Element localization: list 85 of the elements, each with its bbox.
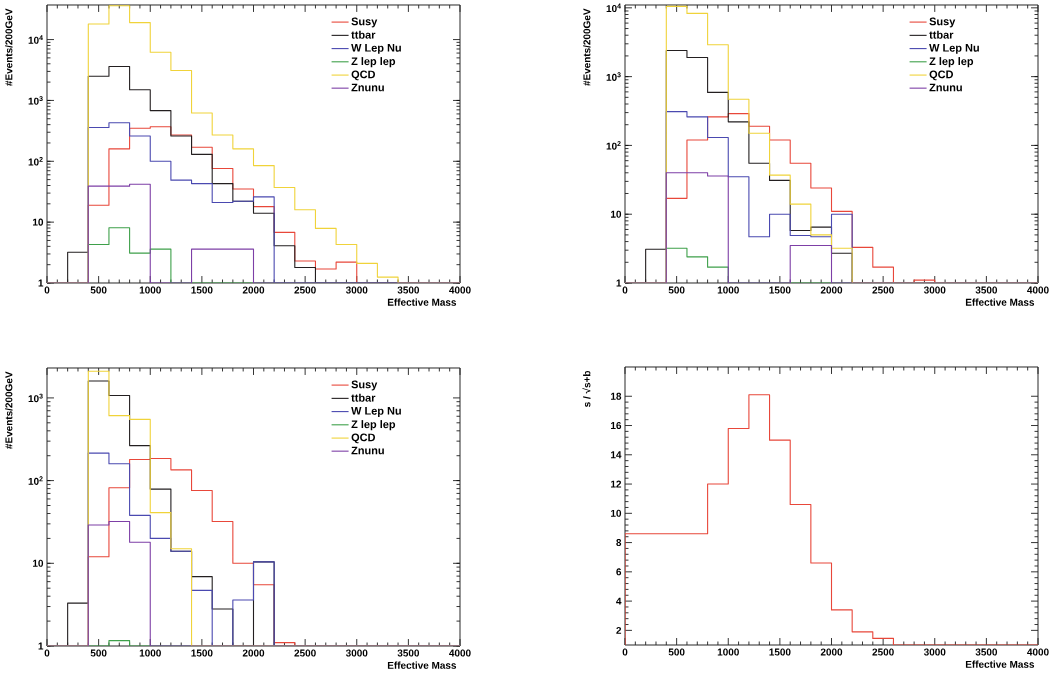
- y-tick-label: 10: [611, 210, 622, 218]
- x-tick-label: 3500: [975, 648, 998, 656]
- legend-label: Z lep lep: [351, 420, 396, 431]
- x-tick-label: 4000: [1027, 286, 1049, 294]
- y-tick-label: 10$^{3}$: [28, 393, 43, 403]
- legend-label: QCD: [929, 70, 954, 81]
- y-tick-label: 18: [611, 392, 622, 400]
- x-tick-label: 1000: [139, 649, 161, 657]
- legend-label: Susy: [929, 17, 956, 28]
- legend-label: W Lep Nu: [351, 407, 401, 417]
- x-tick-label: 2500: [294, 286, 316, 294]
- x-tick-label: 1000: [717, 286, 739, 294]
- y-axis-title: s / √s+b: [582, 370, 591, 407]
- x-tick-label: 1000: [717, 648, 739, 656]
- x-tick-label: 0: [622, 286, 628, 294]
- x-tick-label: 500: [668, 286, 685, 294]
- x-tick-label: 3000: [345, 286, 368, 294]
- legend-label: Z lep lep: [929, 57, 974, 68]
- x-tick-label: 3000: [345, 649, 368, 657]
- x-tick-label: 4000: [1027, 648, 1049, 656]
- y-tick-label: 10$^{2}$: [28, 476, 43, 485]
- x-tick-label: 1500: [769, 648, 791, 656]
- legend-label: Znunu: [351, 83, 384, 92]
- y-tick-label: 10$^{4}$: [606, 3, 621, 13]
- y-tick-label: 10: [33, 559, 44, 567]
- y-tick-label: 2: [616, 626, 622, 634]
- x-tick-label: 3500: [397, 286, 420, 294]
- y-tick-label: 6: [616, 568, 622, 576]
- x-tick-label: 2000: [242, 649, 265, 657]
- x-tick-label: 500: [668, 648, 685, 656]
- x-tick-label: 2000: [242, 286, 265, 294]
- legend-label: ttbar: [929, 30, 954, 39]
- y-tick-label: 4: [616, 597, 622, 605]
- legend-label: ttbar: [351, 393, 376, 402]
- x-tick-label: 1500: [191, 286, 213, 294]
- y-tick-label: 8: [616, 539, 622, 547]
- x-tick-label: 2500: [872, 286, 894, 294]
- y-tick-label: 10$^{3}$: [606, 72, 621, 81]
- y-axis-title: #Events/200GeV: [5, 371, 13, 449]
- y-tick-label: 10$^{2}$: [28, 157, 43, 166]
- y-tick-label: 10$^{2}$: [606, 141, 621, 150]
- x-axis-title: Effective Mass: [965, 660, 1035, 668]
- x-tick-label: 4000: [449, 286, 471, 294]
- x-tick-label: 3500: [397, 649, 420, 657]
- x-tick-label: 3000: [923, 286, 946, 294]
- legend-label: Susy: [351, 17, 378, 28]
- x-tick-label: 2500: [872, 648, 894, 656]
- legend-label: Z lep lep: [351, 57, 396, 68]
- x-tick-label: 0: [622, 648, 628, 656]
- y-tick-label: 10$^{4}$: [28, 35, 43, 44]
- x-tick-label: 1000: [139, 286, 161, 294]
- x-axis-title: Effective Mass: [387, 661, 457, 669]
- x-axis-title: Effective Mass: [965, 298, 1035, 306]
- legend-label: W Lep Nu: [929, 44, 979, 54]
- x-tick-label: 1500: [191, 649, 213, 657]
- x-tick-label: 2000: [820, 286, 843, 294]
- legend-label: ttbar: [351, 30, 376, 39]
- y-tick-label: 10$^{3}$: [28, 96, 43, 105]
- y-tick-label: 10: [33, 218, 44, 226]
- y-tick-label: 1: [38, 642, 44, 650]
- y-tick-label: 1: [38, 279, 44, 287]
- x-tick-label: 3500: [975, 286, 998, 294]
- x-tick-label: 1500: [769, 286, 791, 294]
- y-tick-label: 14: [611, 451, 622, 459]
- legend-label: Znunu: [929, 83, 962, 92]
- x-tick-label: 4000: [449, 649, 471, 657]
- x-tick-label: 0: [44, 286, 50, 294]
- y-tick-label: 16: [611, 422, 622, 430]
- legend-label: W Lep Nu: [351, 44, 401, 54]
- x-tick-label: 500: [90, 649, 107, 657]
- x-tick-label: 2000: [820, 648, 843, 656]
- legend-label: QCD: [351, 70, 376, 81]
- y-tick-label: 1: [616, 279, 622, 287]
- x-axis-title: Effective Mass: [387, 298, 457, 306]
- y-axis-title: #Events/200GeV: [583, 8, 591, 86]
- x-tick-label: 500: [90, 286, 107, 294]
- legend-label: QCD: [351, 433, 376, 444]
- y-axis-title: #Events/200GeV: [5, 8, 13, 86]
- legend-label: Susy: [351, 380, 378, 391]
- y-tick-label: 10: [611, 509, 622, 517]
- x-tick-label: 2500: [294, 649, 316, 657]
- x-tick-label: 3000: [923, 648, 946, 656]
- x-tick-label: 0: [44, 649, 50, 657]
- legend-label: Znunu: [351, 446, 384, 455]
- y-tick-label: 12: [611, 480, 622, 488]
